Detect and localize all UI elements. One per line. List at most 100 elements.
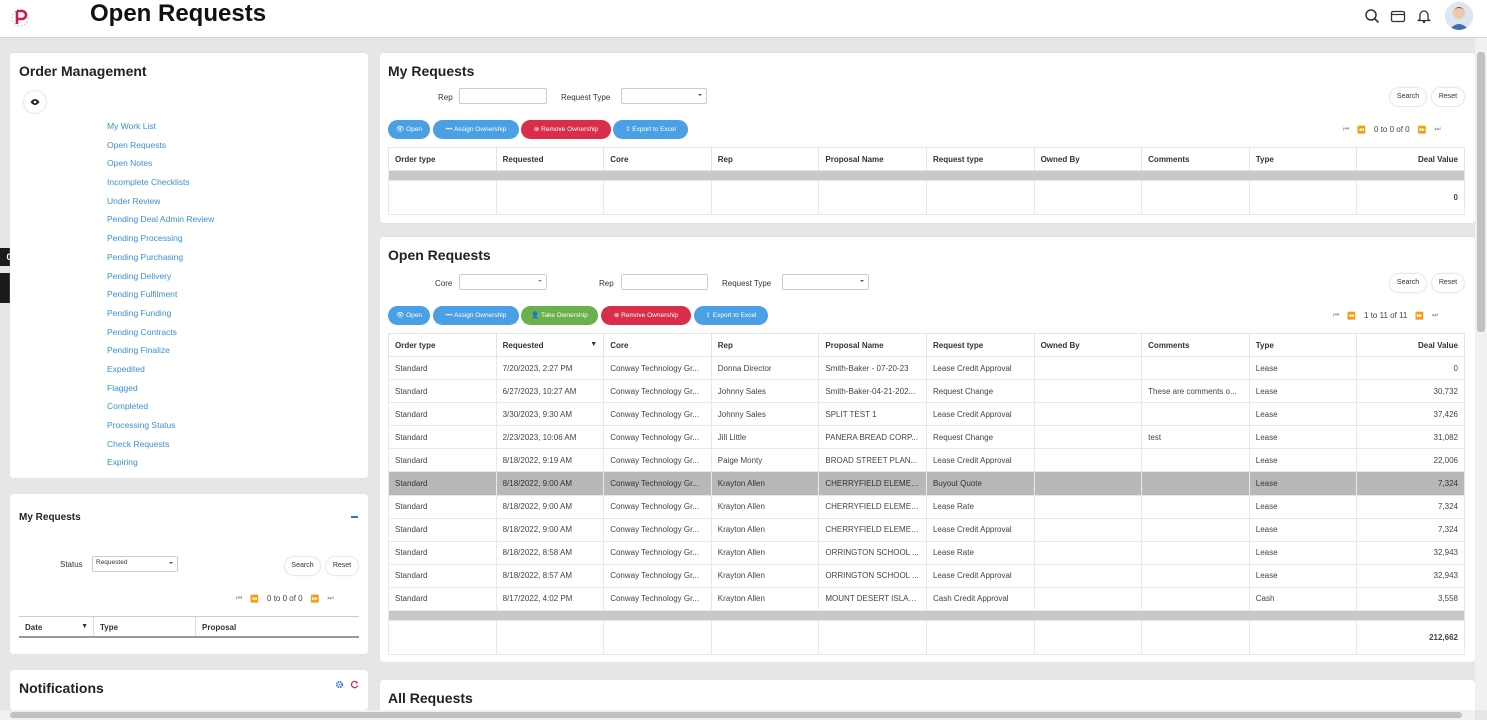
last-page-icon[interactable]: ⏭ — [327, 594, 334, 602]
column-header[interactable]: Comments — [1141, 147, 1250, 171]
column-header-date[interactable]: Date ▼ — [19, 617, 94, 636]
column-header-type[interactable]: Type — [94, 617, 196, 636]
column-header[interactable]: Request type — [925, 333, 1035, 357]
order-management-link[interactable]: Pending Delivery — [107, 270, 172, 281]
order-management-link[interactable]: Check Requests — [107, 438, 170, 449]
first-page-icon[interactable]: ⏮ — [1343, 125, 1350, 133]
order-management-link[interactable]: Pending Funding — [107, 307, 172, 318]
export-excel-button[interactable]: ⇪ Export to Excel — [694, 306, 768, 325]
column-header[interactable]: Deal Value — [1356, 333, 1465, 357]
refresh-icon[interactable] — [350, 680, 359, 689]
table-row[interactable]: Standard 6/27/2023, 10:27 AM Conway Techno… — [388, 379, 1465, 404]
reset-button[interactable]: Reset — [1432, 88, 1464, 106]
open-button[interactable]: 👁 Open — [388, 306, 430, 325]
prev-page-icon[interactable]: ⏪ — [1357, 126, 1367, 134]
order-management-link[interactable]: Completed — [107, 401, 149, 412]
open-button[interactable]: 👁 Open — [388, 120, 430, 139]
reset-button[interactable]: Reset — [326, 557, 358, 575]
column-header[interactable]: Owned By — [1033, 147, 1143, 171]
order-management-link[interactable]: My Work List — [107, 121, 156, 131]
request-type-select[interactable] — [782, 274, 869, 290]
bell-icon[interactable] — [1415, 7, 1433, 25]
column-header[interactable]: Rep — [710, 147, 820, 171]
column-header[interactable]: Requested — [495, 147, 605, 171]
take-ownership-button[interactable]: 👤 Take Ownership — [521, 306, 598, 325]
next-page-icon[interactable]: ⏩ — [310, 595, 320, 603]
status-select[interactable]: Requested — [92, 556, 178, 572]
rep-input[interactable] — [459, 88, 547, 104]
column-header[interactable]: Proposal Name — [818, 147, 927, 171]
eye-toggle-button[interactable] — [24, 91, 46, 113]
search-icon[interactable] — [1363, 7, 1381, 25]
order-management-link[interactable]: Pending Fulfilment — [107, 289, 178, 300]
table-row[interactable]: Standard 7/20/2023, 2:27 PM Conway Technol… — [388, 355, 1465, 381]
column-header[interactable]: Deal Value — [1356, 147, 1465, 171]
app-logo[interactable] — [8, 4, 36, 32]
table-row[interactable]: Standard 8/18/2022, 9:00 AM Conway Technol… — [388, 494, 1465, 519]
last-page-icon[interactable]: ⏭ — [1434, 125, 1441, 133]
search-button[interactable]: Search — [285, 557, 320, 575]
order-management-link[interactable]: Pending Purchasing — [107, 251, 184, 262]
order-management-link[interactable]: Expiring — [107, 457, 138, 468]
user-avatar[interactable] — [1445, 2, 1473, 30]
column-header[interactable]: Type — [1248, 147, 1358, 171]
scrollbar-thumb[interactable] — [1477, 52, 1485, 332]
column-header[interactable]: Requested ▼ — [495, 333, 605, 357]
table-row[interactable]: Standard 8/18/2022, 9:00 AM Conway Technol… — [388, 471, 1465, 496]
scrollbar-thumb[interactable] — [10, 712, 1462, 718]
column-header[interactable]: Core — [603, 147, 712, 171]
order-management-link[interactable]: Under Review — [107, 195, 161, 206]
horizontal-scrollbar[interactable] — [0, 710, 1475, 720]
order-management-link[interactable]: Pending Contracts — [107, 326, 177, 337]
first-page-icon[interactable]: ⏮ — [236, 594, 243, 602]
column-header[interactable]: Order type — [388, 147, 497, 171]
order-management-link[interactable]: Pending Finalize — [107, 345, 170, 356]
table-row[interactable]: Standard 2/23/2023, 10:06 AM Conway Techno… — [388, 425, 1465, 450]
prev-page-icon[interactable]: ⏪ — [250, 595, 260, 603]
core-select[interactable] — [459, 274, 547, 290]
vertical-scrollbar[interactable] — [1475, 38, 1487, 710]
assign-ownership-button[interactable]: ••• Assign Ownership — [433, 306, 519, 325]
wallet-icon[interactable] — [1389, 7, 1407, 25]
column-header[interactable]: Type — [1248, 333, 1358, 357]
column-header[interactable]: Rep — [710, 333, 820, 357]
column-header[interactable]: Comments — [1141, 333, 1250, 357]
table-row[interactable]: Standard 8/18/2022, 8:57 AM Conway Technol… — [388, 563, 1465, 588]
column-header[interactable]: Order type — [388, 333, 497, 357]
gear-icon[interactable] — [335, 680, 344, 689]
column-header[interactable]: Proposal Name — [818, 333, 927, 357]
collapse-icon[interactable] — [351, 516, 358, 518]
search-button[interactable]: Search — [1390, 274, 1426, 292]
column-header[interactable]: Owned By — [1033, 333, 1143, 357]
order-management-link[interactable]: Pending Processing — [107, 233, 183, 244]
remove-ownership-button[interactable]: ⊗ Remove Ownership — [601, 306, 691, 325]
order-management-link[interactable]: Flagged — [107, 382, 138, 393]
order-management-link[interactable]: Open Notes — [107, 158, 153, 169]
order-management-link[interactable]: Open Requests — [107, 139, 167, 150]
first-page-icon[interactable]: ⏮ — [1333, 311, 1340, 319]
rep-input[interactable] — [621, 274, 708, 290]
assign-ownership-button[interactable]: ••• Assign Ownership — [433, 120, 519, 139]
next-page-icon[interactable]: ⏩ — [1415, 312, 1425, 320]
table-row[interactable]: Standard 8/18/2022, 8:58 AM Conway Technol… — [388, 540, 1465, 565]
order-management-link[interactable]: Incomplete Checklists — [107, 177, 190, 188]
table-row[interactable]: Standard 8/18/2022, 9:19 AM Conway Technol… — [388, 448, 1465, 473]
table-row[interactable]: Standard 8/17/2022, 4:02 PM Conway Technol… — [388, 586, 1465, 612]
order-management-link[interactable]: Pending Deal Admin Review — [107, 214, 215, 225]
table-row[interactable]: Standard 3/30/2023, 9:30 AM Conway Technol… — [388, 402, 1465, 427]
prev-page-icon[interactable]: ⏪ — [1347, 312, 1357, 320]
column-header-proposal[interactable]: Proposal — [202, 623, 237, 632]
table-row[interactable]: Standard 8/18/2022, 9:00 AM Conway Technol… — [388, 517, 1465, 542]
column-header[interactable]: Request type — [925, 147, 1035, 171]
reset-button[interactable]: Reset — [1432, 274, 1464, 292]
search-button[interactable]: Search — [1390, 88, 1426, 106]
remove-ownership-button[interactable]: ⊗ Remove Ownership — [521, 120, 611, 139]
order-management-link[interactable]: Expedited — [107, 363, 145, 374]
request-type-select[interactable] — [621, 88, 707, 104]
column-header[interactable]: Core — [603, 333, 712, 357]
export-excel-button[interactable]: ⇪ Export to Excel — [613, 120, 688, 139]
last-page-icon[interactable]: ⏭ — [1432, 311, 1439, 319]
order-management-link[interactable]: Processing Status — [107, 420, 176, 430]
total-cell-empty — [1033, 620, 1143, 656]
next-page-icon[interactable]: ⏩ — [1417, 126, 1427, 134]
